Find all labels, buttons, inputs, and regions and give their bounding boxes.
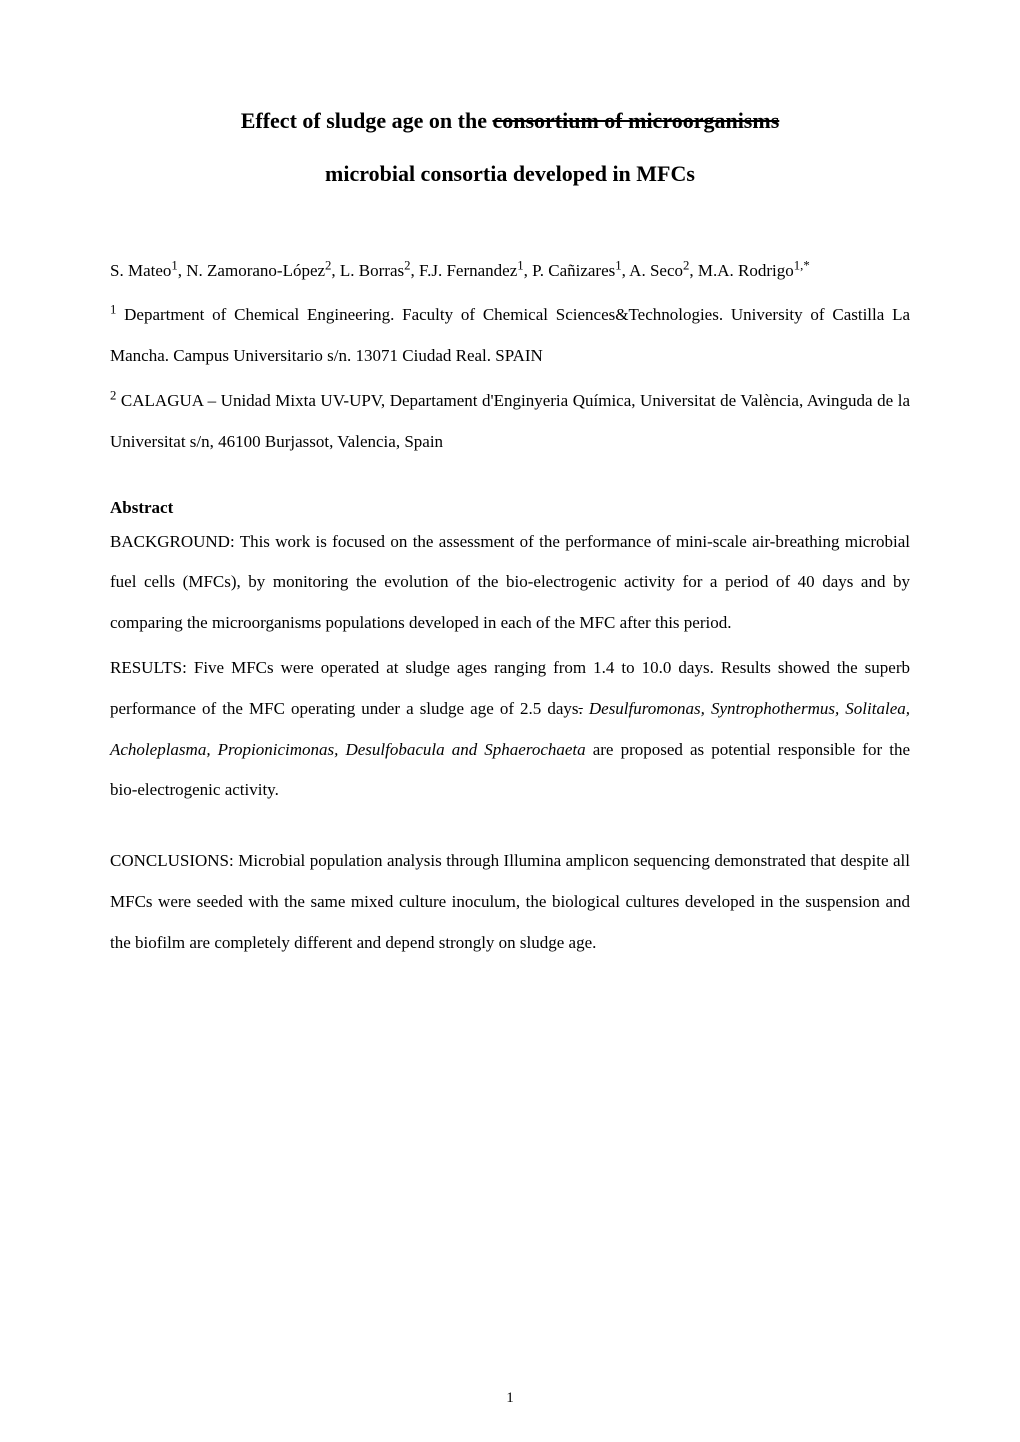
- author-4: , F.J. Fernandez1: [411, 261, 524, 280]
- author-5: , P. Cañizares1: [524, 261, 622, 280]
- results-paragraph: RESULTS: Five MFCs were operated at slud…: [110, 648, 910, 811]
- conclusions-paragraph: CONCLUSIONS: Microbial population analys…: [110, 841, 910, 963]
- conclusions-label: CONCLUSIONS:: [110, 851, 238, 870]
- background-label: BACKGROUND:: [110, 532, 240, 551]
- author-1: S. Mateo1: [110, 261, 178, 280]
- affiliation-2: 2 CALAGUA – Unidad Mixta UV-UPV, Departa…: [110, 381, 910, 463]
- affiliation-2-text: CALAGUA – Unidad Mixta UV-UPV, Departame…: [110, 391, 910, 451]
- abstract-heading: Abstract: [110, 498, 910, 518]
- paper-title: Effect of sludge age on the consortium o…: [110, 95, 910, 201]
- author-7: , M.A. Rodrigo1,*: [689, 261, 809, 280]
- author-2: , N. Zamorano-López2: [178, 261, 332, 280]
- results-label: RESULTS:: [110, 658, 194, 677]
- author-6: , A. Seco2: [622, 261, 690, 280]
- title-strikethrough: consortium of microorganisms: [492, 108, 779, 133]
- affiliation-1: 1 Department of Chemical Engineering. Fa…: [110, 295, 910, 377]
- affiliation-1-text: Department of Chemical Engineering. Facu…: [110, 305, 910, 365]
- title-line2: microbial consortia developed in MFCs: [325, 161, 695, 186]
- page-number: 1: [506, 1390, 514, 1407]
- title-line1-plain: Effect of sludge age on the: [241, 108, 493, 133]
- background-paragraph: BACKGROUND: This work is focused on the …: [110, 522, 910, 644]
- author-3: , L. Borras2: [331, 261, 410, 280]
- author-list: S. Mateo1, N. Zamorano-López2, L. Borras…: [110, 251, 910, 292]
